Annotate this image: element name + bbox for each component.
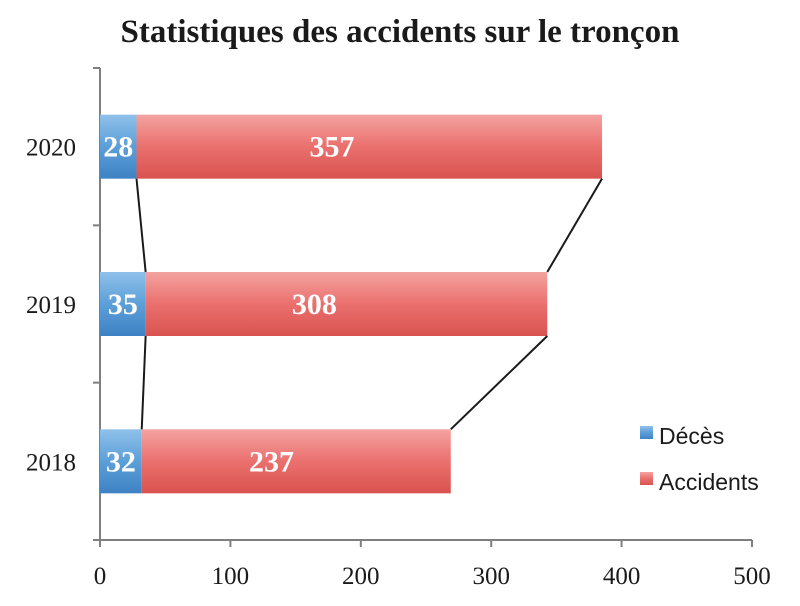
- series-line: [135, 178, 147, 273]
- y-tick-label: 2018: [26, 449, 76, 476]
- legend-swatch: [640, 426, 653, 439]
- y-tick-label: 2019: [26, 292, 76, 319]
- x-tick-label: 400: [603, 563, 641, 590]
- x-tick-label: 500: [733, 563, 771, 590]
- x-tick-label: 100: [212, 563, 250, 590]
- bar-deces: [100, 114, 137, 179]
- legend-label: Accidents: [659, 469, 759, 495]
- data-label: 28: [103, 131, 133, 164]
- series-line: [140, 335, 147, 430]
- data-label: 308: [292, 288, 337, 321]
- chart-title: Statistiques des accidents sur le tronço…: [121, 14, 680, 50]
- x-tick-label: 200: [342, 563, 380, 590]
- data-label: 357: [310, 131, 355, 164]
- data-label: 237: [249, 445, 294, 478]
- y-tick-label: 2020: [26, 135, 76, 162]
- x-tick-label: 300: [472, 563, 510, 590]
- bar-accidents: [141, 429, 451, 494]
- plot-area: 0 100 200 300 400 500 2020 28 357 2019 35 308 2018 32…: [26, 67, 771, 590]
- bar-accidents: [136, 114, 603, 179]
- bar-deces: [100, 429, 142, 494]
- x-tick-label: 0: [94, 563, 107, 590]
- data-label: 35: [108, 288, 138, 321]
- bar-accidents: [145, 272, 548, 336]
- series-line: [546, 178, 603, 273]
- series-line: [450, 335, 548, 431]
- data-label: 32: [106, 445, 136, 478]
- legend-label: Décès: [659, 423, 724, 449]
- bar-deces: [100, 272, 146, 336]
- legend-swatch: [640, 472, 653, 485]
- legend: Décès Accidents: [640, 423, 759, 495]
